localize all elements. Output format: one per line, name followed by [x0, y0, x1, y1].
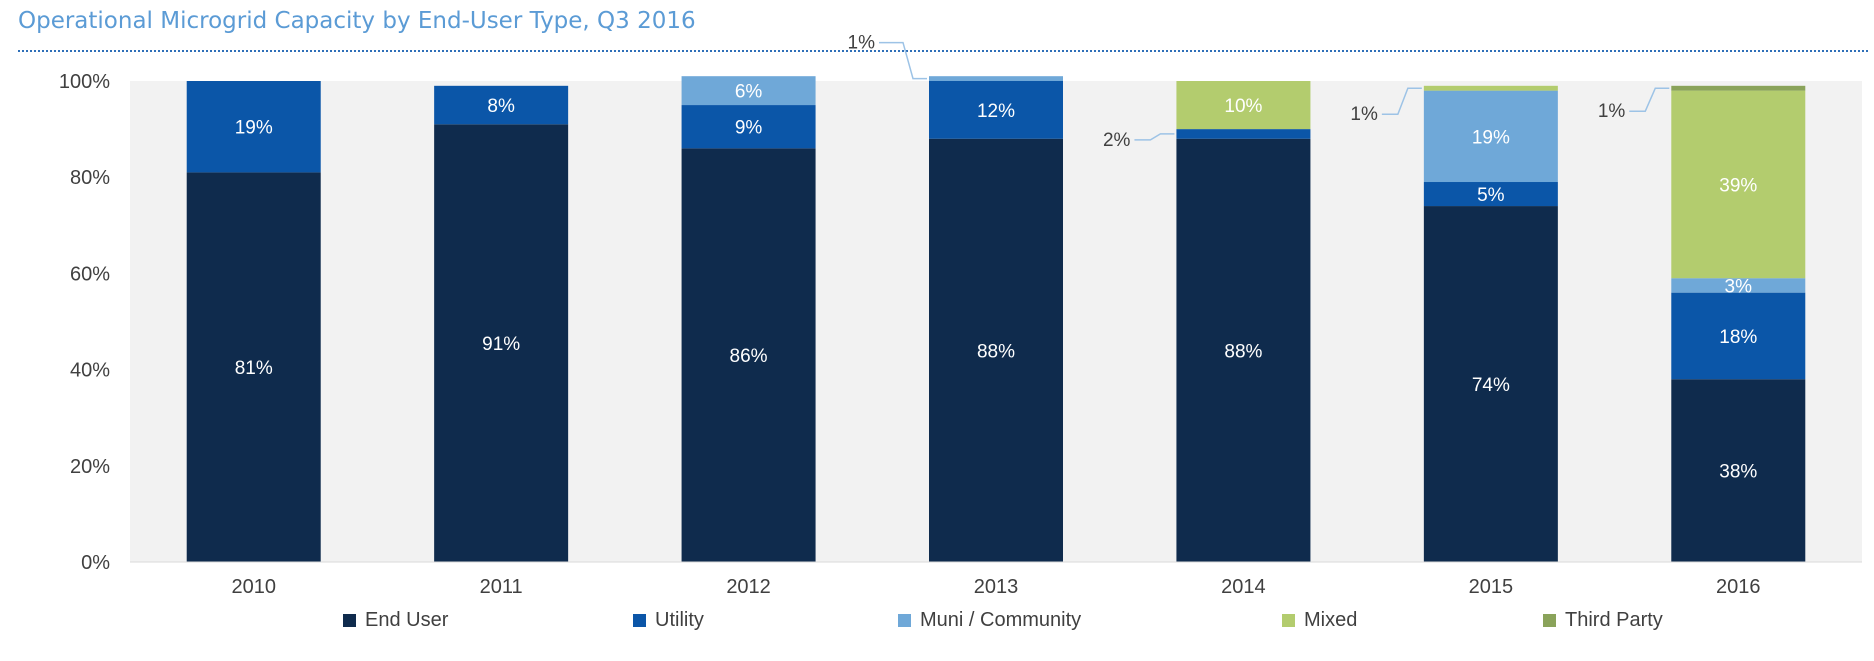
- data-label: 3%: [1725, 276, 1753, 297]
- bar-segment: [929, 138, 1063, 562]
- x-tick-label: 2013: [974, 576, 1019, 598]
- bar-segment: [1423, 90, 1558, 183]
- data-label: 74%: [1472, 375, 1510, 396]
- legend-swatch: [343, 613, 356, 627]
- data-label: 81%: [235, 358, 273, 379]
- bar-segment: [186, 81, 321, 173]
- y-tick-label: 60%: [70, 263, 110, 285]
- bar-segment: [1176, 81, 1311, 130]
- bar-segment: [1423, 85, 1558, 91]
- bar-segment: [681, 76, 816, 106]
- y-tick-label: 0%: [81, 552, 110, 574]
- bar-segment: [1671, 90, 1806, 279]
- callout-line: [879, 41, 927, 80]
- callout-line: [1381, 87, 1422, 115]
- bar-segment: [1671, 85, 1806, 91]
- legend-label: Third Party: [1565, 608, 1663, 631]
- data-label: 91%: [482, 334, 520, 355]
- x-tick-label: 2011: [480, 576, 523, 598]
- chart-legend: End User Utility Muni / Community Mixed Thir…: [0, 604, 1874, 636]
- data-label: 19%: [235, 118, 273, 139]
- bar-segment: [929, 76, 1063, 81]
- title-divider: [18, 50, 1868, 52]
- legend-item: Muni / Community: [898, 604, 1081, 636]
- legend-swatch: [633, 613, 646, 627]
- bar-segment: [434, 124, 569, 562]
- bar-segment: [1671, 278, 1806, 293]
- bar-segment: [1176, 129, 1311, 139]
- bar-segment: [681, 105, 816, 149]
- legend-label: Utility: [655, 608, 704, 631]
- data-label: 1%: [1350, 104, 1378, 125]
- legend-label: Mixed: [1304, 608, 1358, 631]
- data-label: 1%: [1598, 101, 1626, 122]
- legend-item: Mixed: [1282, 604, 1357, 636]
- y-tick-label: 20%: [70, 456, 110, 478]
- bar-segment: [1671, 292, 1806, 380]
- x-tick-label: 2010: [231, 576, 276, 598]
- data-label: 38%: [1719, 462, 1757, 483]
- bar-segment: [681, 148, 816, 562]
- legend-label: Muni / Community: [920, 608, 1082, 631]
- callout-line: [1134, 133, 1175, 141]
- y-tick-label: 40%: [70, 360, 110, 382]
- data-label: 18%: [1719, 327, 1757, 348]
- data-label: 88%: [977, 341, 1015, 362]
- bar-segment: [434, 85, 569, 125]
- legend-item: End User: [343, 604, 448, 636]
- bar-segment: [1423, 182, 1558, 207]
- data-label: 8%: [487, 96, 515, 117]
- data-label: 86%: [730, 346, 768, 367]
- x-tick-label: 2012: [726, 576, 771, 598]
- legend-swatch: [1282, 613, 1295, 627]
- legend-swatch: [1543, 613, 1556, 627]
- bar-segment: [1423, 206, 1558, 562]
- legend-item: Utility: [633, 604, 704, 636]
- data-label: 12%: [977, 101, 1015, 122]
- x-tick-label: 2015: [1469, 576, 1514, 598]
- data-label: 19%: [1472, 127, 1510, 148]
- x-tick-label: 2016: [1716, 576, 1761, 598]
- data-label: 88%: [1224, 341, 1262, 362]
- y-tick-label: 80%: [70, 167, 110, 189]
- legend-item: Third Party: [1543, 604, 1663, 636]
- data-label: 1%: [848, 33, 876, 54]
- bar-segment: [929, 81, 1063, 139]
- legend-swatch: [898, 613, 911, 627]
- legend-label: End User: [365, 608, 449, 631]
- x-tick-label: 2014: [1221, 576, 1266, 598]
- stacked-bar-chart: 0% 20% 40% 60% 80% 100% 81% 19% 91% 8% 86% 9% 6% 88%…: [59, 33, 1862, 598]
- bar-segment: [186, 172, 321, 562]
- data-label: 10%: [1224, 96, 1262, 117]
- data-label: 9%: [735, 118, 763, 139]
- chart-title: Operational Microgrid Capacity by End-Us…: [18, 8, 696, 34]
- data-label: 2%: [1103, 130, 1131, 151]
- y-tick-label: 100%: [59, 71, 110, 93]
- bar-segment: [1671, 379, 1806, 562]
- data-label: 39%: [1719, 175, 1757, 196]
- bar-segment: [1176, 138, 1311, 562]
- data-label: 6%: [735, 82, 763, 103]
- data-label: 5%: [1477, 185, 1505, 206]
- callout-line: [1629, 87, 1670, 112]
